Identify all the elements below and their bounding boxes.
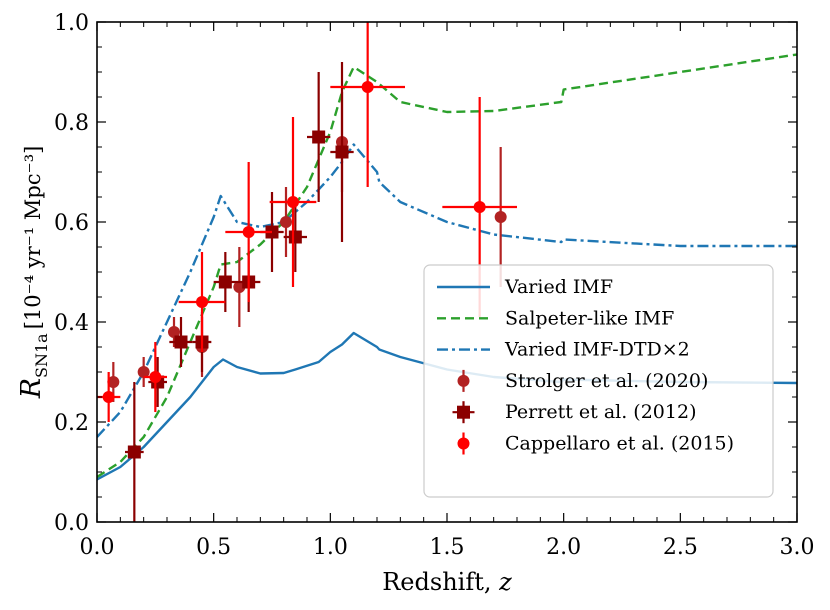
legend-entry-salpeter-like-imf: Salpeter-like IMF (437, 307, 674, 329)
data-point-cappellaro-et-al-2015 (269, 117, 317, 287)
marker-cappellaro-et-al-2015 (242, 226, 255, 238)
data-point-cappellaro-et-al-2015 (178, 252, 226, 352)
legend-label: Perrett et al. (2012) (505, 401, 696, 423)
marker-strolger-et-al-2020 (280, 216, 292, 228)
marker-cappellaro-et-al-2015 (102, 391, 115, 403)
x-axis-label: Redshift, (382, 568, 499, 596)
data-point-strolger-et-al-2020 (494, 147, 507, 287)
marker-cappellaro-et-al-2015 (149, 371, 162, 383)
data-point-perrett-et-al-2012 (307, 72, 331, 202)
data-point-cappellaro-et-al-2015 (225, 162, 272, 302)
legend-entry-varied-imf-dtd-2: Varied IMF-DTD×2 (437, 339, 690, 361)
series-line-salpeter-like-imf (97, 53, 797, 479)
legend-entry-cappellaro-et-al-2015: Cappellaro et al. (2015) (457, 432, 734, 455)
marker-cappellaro-et-al-2015 (361, 81, 374, 93)
marker-perrett-et-al-2012 (288, 230, 302, 244)
series-line-varied-imf-dtd-2 (97, 143, 797, 438)
legend-marker (457, 374, 470, 387)
legend-marker (457, 405, 470, 419)
y-axis-title: RSN1a [10⁻⁴ yr⁻¹ Mpc⁻³] (16, 146, 51, 400)
data-point-perrett-et-al-2012 (283, 202, 307, 272)
marker-perrett-et-al-2012 (218, 275, 232, 289)
legend-label: Strolger et al. (2020) (505, 370, 708, 392)
x-tick-label: 0.5 (196, 535, 231, 560)
x-tick-label: 1.5 (430, 535, 465, 560)
marker-cappellaro-et-al-2015 (473, 201, 486, 213)
y-axis-subscript: SN1a (32, 333, 51, 378)
legend-label: Varied IMF (504, 276, 613, 298)
y-tick-label: 1.0 (54, 11, 89, 36)
y-tick-label: 0.0 (54, 511, 89, 536)
y-tick-label: 0.4 (54, 311, 89, 336)
x-tick-label: 2.5 (663, 535, 698, 560)
data-point-strolger-et-al-2020 (280, 187, 292, 257)
legend-marker (457, 437, 470, 450)
y-tick-label: 0.6 (54, 211, 89, 236)
marker-strolger-et-al-2020 (494, 211, 507, 223)
legend-entries: Varied IMF Salpeter-like IMF Varied IMF-DT… (437, 276, 734, 455)
legend-box (423, 264, 774, 498)
y-tick-label: 0.8 (54, 111, 89, 136)
data-point-perrett-et-al-2012 (330, 62, 354, 242)
marker-strolger-et-al-2020 (168, 326, 180, 338)
tick-layer: 0.0 0.5 1.0 1.5 2.0 2.5 3.0 0.0 0.2 0.4 0.6 0.8 1.0 (54, 11, 815, 560)
x-tick-label: 3.0 (780, 535, 815, 560)
legend-label: Cappellaro et al. (2015) (505, 433, 734, 455)
marker-cappellaro-et-al-2015 (287, 196, 299, 208)
legend-entry-strolger-et-al-2020: Strolger et al. (2020) (457, 369, 708, 392)
y-tick-label: 0.2 (54, 411, 89, 436)
x-axis-variable: z (498, 568, 512, 596)
x-axis-title: Redshift, z (382, 568, 512, 596)
data-point-perrett-et-al-2012 (169, 317, 193, 367)
legend-entry-perrett-et-al-2012: Perrett et al. (2012) (452, 401, 696, 424)
marker-perrett-et-al-2012 (312, 130, 326, 144)
marker-strolger-et-al-2020 (107, 376, 120, 388)
x-tick-label: 0.0 (80, 535, 115, 560)
data-point-perrett-et-al-2012 (125, 382, 144, 522)
legend-label: Varied IMF-DTD×2 (504, 339, 690, 361)
marker-strolger-et-al-2020 (137, 366, 150, 378)
data-point-strolger-et-al-2020 (137, 357, 150, 387)
x-tick-label: 1.0 (313, 535, 348, 560)
errorbar-layer (97, 22, 517, 522)
marker-cappellaro-et-al-2015 (196, 296, 208, 308)
legend-label: Salpeter-like IMF (505, 307, 674, 329)
x-tick-label: 2.0 (546, 535, 581, 560)
data-point-cappellaro-et-al-2015 (143, 342, 167, 412)
marker-perrett-et-al-2012 (174, 335, 188, 349)
marker-perrett-et-al-2012 (335, 145, 349, 159)
marker-perrett-et-al-2012 (127, 445, 141, 459)
legend-entry-varied-imf: Varied IMF (437, 276, 613, 298)
y-axis-symbol: R (16, 378, 47, 399)
y-axis-units: [10⁻⁴ yr⁻¹ Mpc⁻³] (21, 146, 45, 330)
legend: Varied IMF Salpeter-like IMF Varied IMF-DT… (423, 264, 774, 498)
data-point-cappellaro-et-al-2015 (330, 22, 405, 187)
